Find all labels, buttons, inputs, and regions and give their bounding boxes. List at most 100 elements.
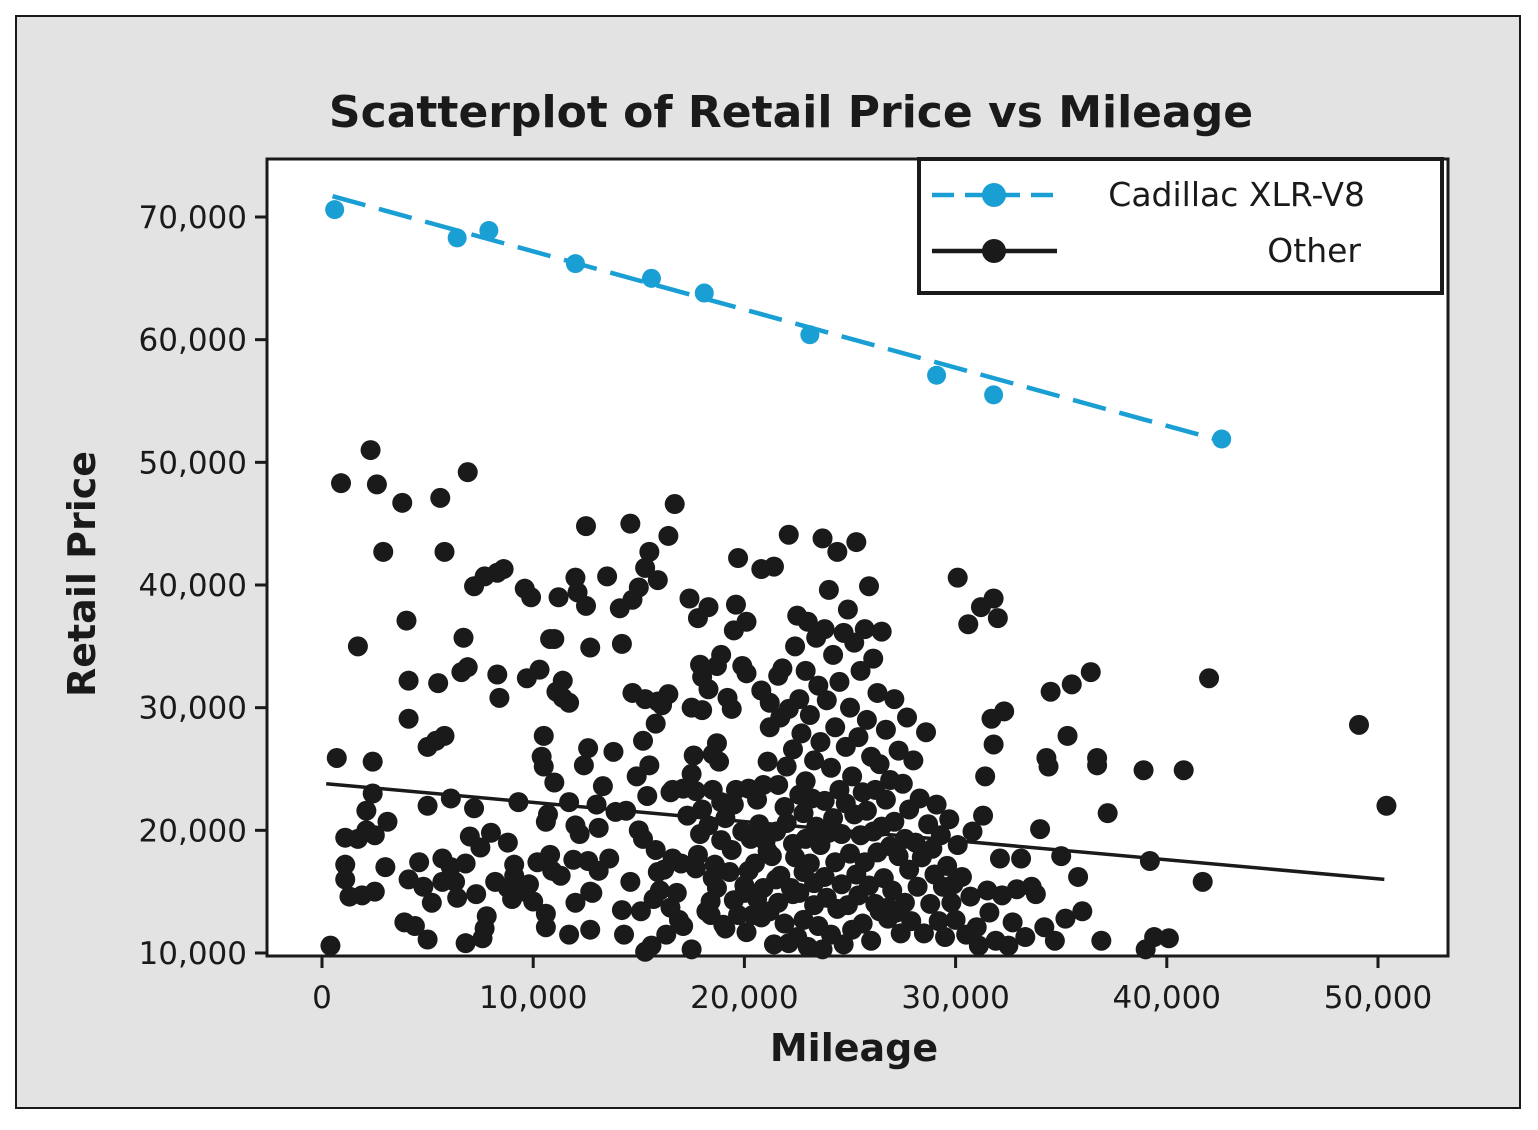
other-point: [920, 893, 941, 914]
other-point: [867, 682, 888, 703]
other-point: [983, 734, 1004, 755]
other-point: [840, 697, 860, 718]
other-point: [565, 567, 586, 588]
other-point: [592, 776, 613, 797]
other-point: [979, 902, 1000, 923]
other-point: [698, 679, 719, 700]
other-point: [725, 594, 746, 615]
other-point: [409, 852, 430, 873]
other-point: [360, 440, 381, 461]
other-point: [810, 732, 831, 753]
other-point: [799, 853, 820, 874]
other-point: [894, 892, 915, 913]
other-point: [597, 566, 618, 587]
legend-label-other: Other: [1267, 231, 1361, 270]
other-point: [958, 614, 979, 635]
other-point: [616, 800, 637, 821]
other-point: [1040, 681, 1061, 702]
other-point: [856, 800, 877, 821]
other-point: [335, 854, 356, 875]
other-point: [791, 723, 812, 744]
other-point: [535, 903, 556, 924]
other-point: [903, 750, 924, 771]
other-point: [831, 824, 852, 845]
other-point: [892, 773, 913, 794]
other-point: [833, 934, 854, 955]
other-point: [529, 659, 550, 680]
y-axis: 10,000 20,000 30,000 40,000 50,000 60,000 70,0…: [139, 200, 267, 972]
cadillac-point: [694, 283, 714, 303]
other-point: [930, 825, 951, 846]
other-point: [421, 892, 442, 913]
other-point: [658, 525, 679, 546]
other-point: [704, 854, 725, 875]
other-point: [366, 474, 387, 495]
other-point: [580, 881, 601, 902]
other-point: [603, 741, 624, 762]
other-point: [840, 843, 860, 864]
other-point: [641, 935, 662, 956]
other-point: [966, 917, 987, 938]
other-point: [413, 876, 434, 897]
other-point: [480, 822, 501, 843]
other-point: [434, 541, 455, 562]
other-point: [504, 854, 525, 875]
chart-title: Scatterplot of Retail Price vs Mileage: [329, 87, 1253, 138]
other-point: [362, 783, 383, 804]
other-point: [962, 821, 983, 842]
other-point: [1133, 760, 1154, 781]
other-point: [576, 595, 596, 616]
data-points: [320, 200, 1397, 962]
y-tick-label: 20,000: [139, 813, 247, 849]
other-point: [825, 852, 846, 873]
other-point: [1072, 901, 1093, 922]
other-point: [1055, 908, 1076, 929]
x-tick-label: 40,000: [1113, 980, 1221, 1016]
other-point: [854, 619, 875, 640]
other-point: [649, 880, 670, 901]
other-point: [998, 935, 1019, 956]
other-point: [664, 494, 685, 515]
other-point: [476, 906, 497, 927]
other-point: [430, 487, 451, 508]
other-point: [559, 792, 580, 813]
other-point: [645, 839, 666, 860]
other-point: [706, 733, 727, 754]
other-point: [823, 808, 844, 829]
other-point: [850, 660, 871, 681]
other-point: [647, 862, 668, 883]
other-point: [1376, 795, 1397, 816]
x-tick-label: 10,000: [479, 980, 587, 1016]
other-point: [816, 690, 837, 711]
other-point: [859, 875, 880, 896]
other-point: [715, 918, 736, 939]
other-point: [909, 788, 930, 809]
scatter-chart: Scatterplot of Retail Price vs Mileage 1…: [60, 87, 1450, 1070]
legend: Cadillac XLR-V8 Other: [917, 157, 1444, 295]
other-point: [464, 798, 485, 819]
other-point: [698, 597, 719, 618]
other-point: [829, 671, 850, 692]
other-point: [744, 853, 765, 874]
other-point: [681, 763, 702, 784]
other-point: [852, 913, 873, 934]
other-point: [347, 636, 368, 657]
other-point: [842, 766, 863, 787]
other-point: [1057, 725, 1078, 746]
other-point: [508, 792, 529, 813]
other-point: [820, 757, 841, 778]
y-axis-label: Retail Price: [60, 451, 104, 697]
other-point: [1080, 662, 1101, 683]
other-point: [440, 788, 461, 809]
other-point: [639, 755, 660, 776]
other-point: [1061, 674, 1082, 695]
other-point: [552, 670, 573, 691]
other-point: [706, 877, 727, 898]
other-point: [782, 884, 803, 905]
other-point: [1006, 879, 1027, 900]
other-point: [814, 866, 835, 887]
cadillac-point: [984, 385, 1004, 405]
other-point: [599, 848, 620, 869]
cadillac-point: [447, 228, 467, 248]
other-point: [812, 939, 833, 960]
